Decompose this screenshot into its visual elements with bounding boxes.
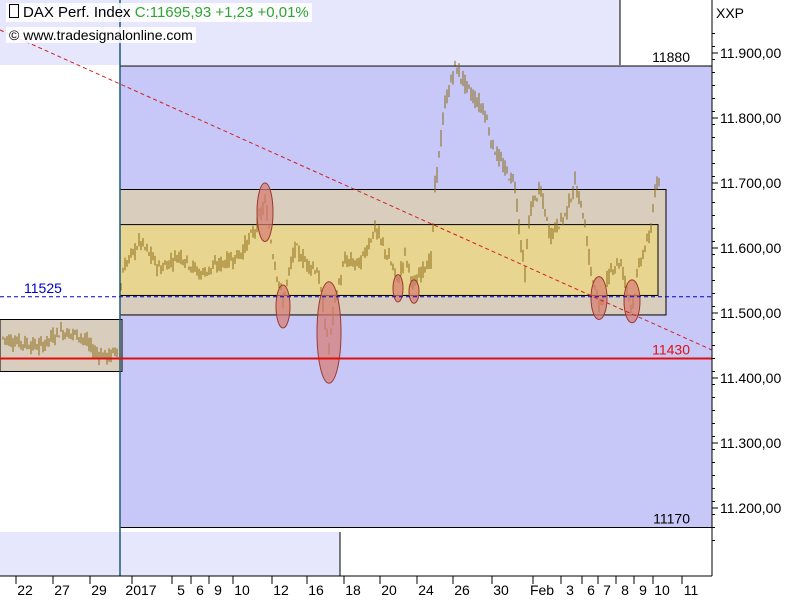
- level-label-11525: 11525: [24, 280, 62, 296]
- x-tick-label: 10: [234, 582, 250, 598]
- y-tick-label: 11.800,00: [720, 110, 781, 126]
- highlight-ellipse: [256, 182, 274, 242]
- level-label-11430: 11430: [652, 342, 690, 358]
- x-tick-label: 22: [17, 582, 33, 598]
- x-tick-label: 27: [54, 582, 70, 598]
- y-tick-label: 11.400,00: [720, 370, 781, 386]
- x-tick-label: 18: [345, 582, 361, 598]
- x-tick-label: 16: [308, 582, 324, 598]
- y-tick-label: 11.300,00: [720, 435, 781, 451]
- x-tick-label: 29: [91, 582, 107, 598]
- x-tick-label: 2017: [125, 582, 156, 598]
- y-tick-label: 11.600,00: [720, 240, 781, 256]
- inner-range-box: [119, 224, 659, 296]
- x-tick-label: 30: [493, 582, 509, 598]
- y-tick-label: 11.500,00: [720, 305, 781, 321]
- top-left-panel: [0, 0, 620, 65]
- x-tick-label: 6: [196, 582, 204, 598]
- level-label-11880: 11880: [652, 49, 690, 65]
- highlight-ellipse: [275, 284, 291, 329]
- highlight-ellipse: [590, 276, 608, 320]
- x-tick-label: 20: [381, 582, 397, 598]
- bottom-left-panel: [0, 532, 340, 576]
- x-tick-label: 26: [454, 582, 470, 598]
- x-tick-label: 10: [654, 582, 670, 598]
- x-tick-label: 11: [684, 582, 699, 598]
- y-tick-label: 11.200,00: [720, 500, 781, 516]
- x-tick-label: 12: [273, 582, 289, 598]
- y-tick-label: 11.900,00: [720, 45, 781, 61]
- pre-range-box: [0, 319, 123, 372]
- highlight-ellipse: [392, 274, 404, 303]
- y-tick-label: 11.700,00: [720, 175, 781, 191]
- x-tick-label: 24: [418, 582, 434, 598]
- x-tick-label: Feb: [530, 582, 554, 598]
- x-tick-label: 3: [566, 582, 574, 598]
- x-tick-label: 9: [214, 582, 222, 598]
- x-tick-label: 7: [603, 582, 611, 598]
- x-tick-label: 9: [639, 582, 647, 598]
- level-label-11170: 11170: [653, 511, 690, 527]
- x-tick-label: 8: [621, 582, 629, 598]
- x-tick-label: 5: [177, 582, 185, 598]
- x-tick-label: 6: [587, 582, 595, 598]
- exchange-label: XXP: [716, 5, 744, 21]
- highlight-ellipse: [623, 279, 641, 324]
- highlight-ellipse: [408, 279, 420, 304]
